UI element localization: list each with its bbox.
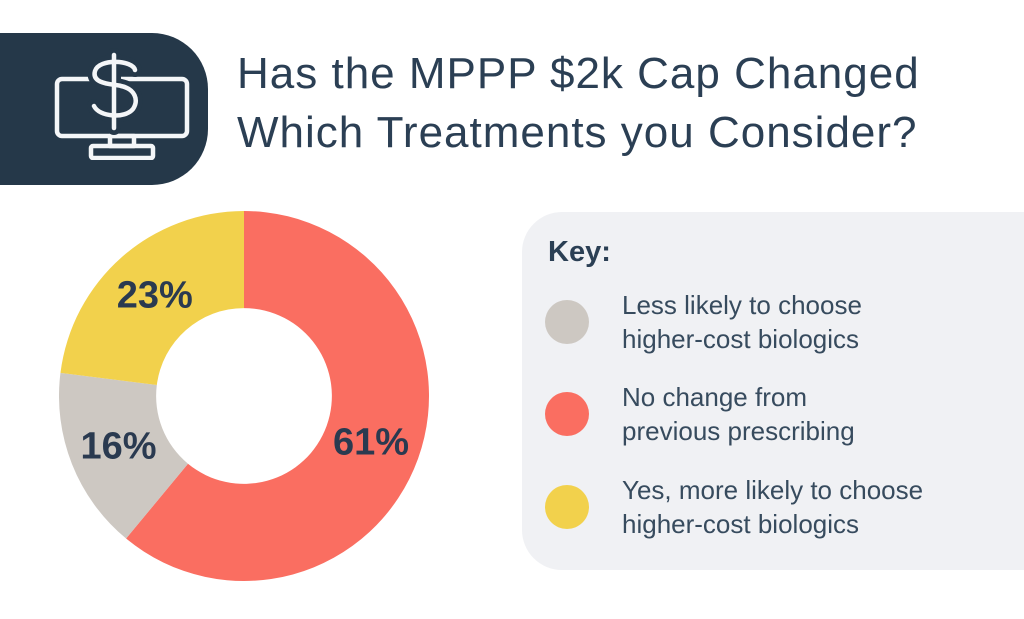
slice-data-label: 16% <box>80 426 156 468</box>
donut-slice <box>60 211 245 385</box>
legend-label-line: Yes, more likely to choose <box>622 475 924 505</box>
key-heading: Key: <box>548 236 611 268</box>
yellow-swatch-icon <box>545 485 589 529</box>
legend-item-label: Less likely to choose higher-cost biolog… <box>622 288 862 356</box>
donut-slice <box>126 211 429 581</box>
page-title-line-2: Which Treatments you Consider? <box>237 108 918 157</box>
page-title: Has the MPPP $2k Cap Changed Which Treat… <box>237 44 920 162</box>
legend-item-yes-more-likely: Yes, more likely to choose higher-cost b… <box>545 473 923 541</box>
slice-data-label: 23% <box>117 275 193 317</box>
donut-slice <box>59 372 188 539</box>
red-swatch-icon <box>545 392 589 436</box>
slice-data-label: 61% <box>333 422 409 464</box>
legend-label-line: Less likely to choose <box>622 290 862 320</box>
page-title-line-1: Has the MPPP $2k Cap Changed <box>237 49 920 98</box>
monitor-dollar-icon <box>54 48 190 160</box>
donut-chart: 61% 16% 23% <box>59 211 429 581</box>
header-icon-card <box>0 33 208 185</box>
legend-item-less-likely: Less likely to choose higher-cost biolog… <box>545 288 862 356</box>
legend-item-no-change: No change from previous prescribing <box>545 380 855 448</box>
legend-item-label: Yes, more likely to choose higher-cost b… <box>622 473 923 541</box>
legend-label-line: No change from <box>622 382 807 412</box>
legend-label-line: higher-cost biologics <box>622 509 860 539</box>
legend-label-line: higher-cost biologics <box>622 324 860 354</box>
legend-item-label: No change from previous prescribing <box>622 380 855 448</box>
legend-label-line: previous prescribing <box>622 416 855 446</box>
gray-swatch-icon <box>545 300 589 344</box>
key-panel: Key: Less likely to choose higher-cost b… <box>522 212 1024 570</box>
